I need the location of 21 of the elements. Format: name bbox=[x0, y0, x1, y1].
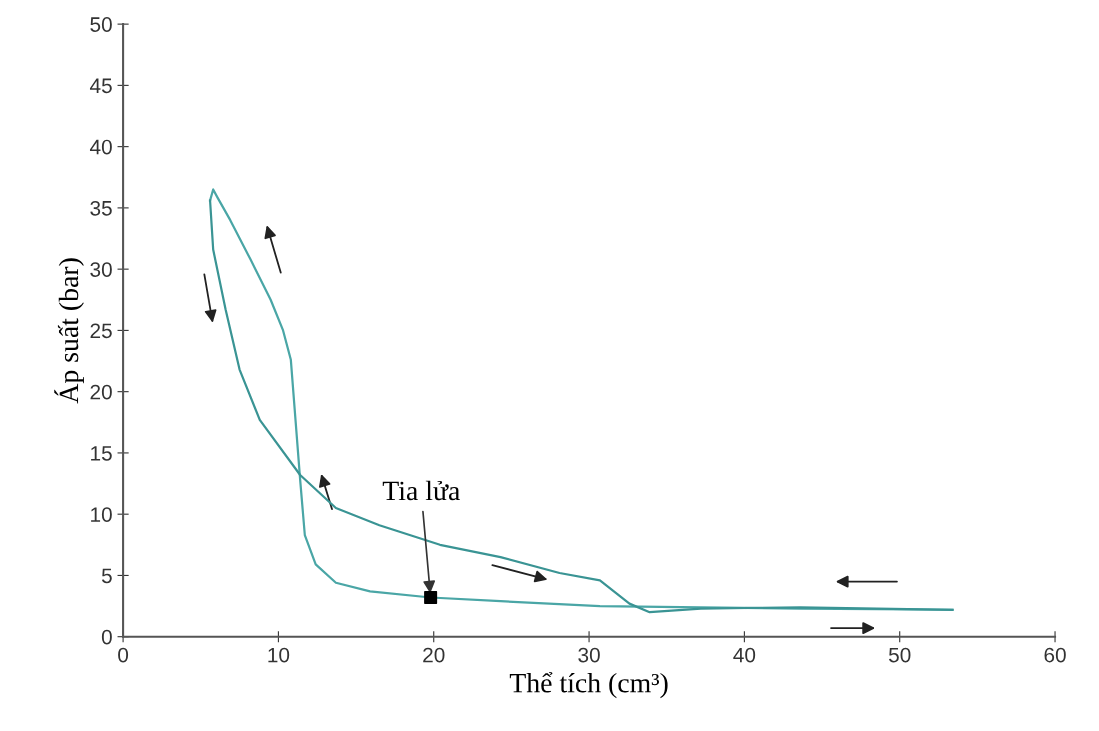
x-axis-title: Thể tích (cm³) bbox=[509, 672, 668, 699]
y-tick-label: 45 bbox=[89, 78, 112, 94]
x-tick-label: 60 bbox=[1044, 647, 1066, 663]
y-tick-label: 50 bbox=[90, 17, 112, 32]
y-tick-label: 35 bbox=[90, 200, 112, 216]
y-tick-label: 10 bbox=[91, 507, 112, 522]
annotation: Tia lửa bbox=[382, 480, 460, 501]
y-tick-label: 5 bbox=[101, 568, 112, 584]
y-tick-label: 0 bbox=[101, 629, 112, 645]
x-tick-label: 40 bbox=[733, 647, 756, 663]
y-axis-title: Áp suất (bar) bbox=[54, 258, 84, 404]
y-tick-label: 15 bbox=[91, 446, 112, 461]
y-tick-label: 30 bbox=[90, 262, 112, 277]
y-tick-label: 25 bbox=[90, 323, 112, 339]
x-tick-label: 10 bbox=[268, 647, 290, 663]
x-tick-label: 20 bbox=[423, 647, 445, 663]
x-tick-label: 30 bbox=[578, 647, 600, 663]
y-tick-label: 40 bbox=[89, 139, 112, 155]
y-tick-label: 20 bbox=[90, 384, 112, 400]
x-tick-label: 50 bbox=[888, 647, 911, 663]
x-tick-label: 0 bbox=[118, 647, 129, 663]
